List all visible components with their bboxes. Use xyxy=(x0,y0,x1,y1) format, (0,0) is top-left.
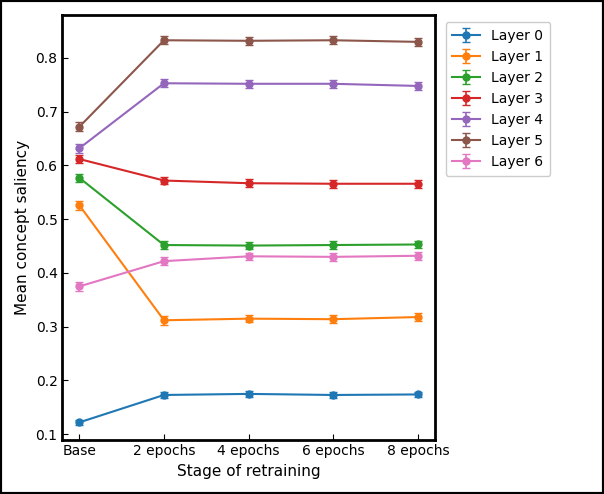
Legend: Layer 0, Layer 1, Layer 2, Layer 3, Layer 4, Layer 5, Layer 6: Layer 0, Layer 1, Layer 2, Layer 3, Laye… xyxy=(446,22,550,175)
X-axis label: Stage of retraining: Stage of retraining xyxy=(177,464,321,479)
Y-axis label: Mean concept saliency: Mean concept saliency xyxy=(15,140,30,315)
